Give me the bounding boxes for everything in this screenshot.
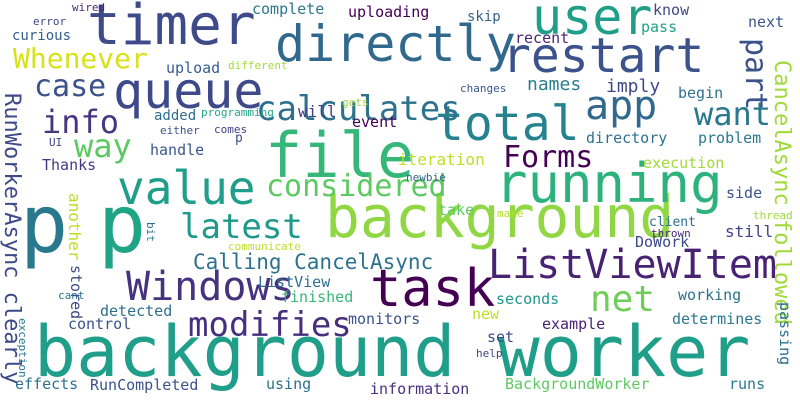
word-way: way [74, 127, 132, 165]
word-imply: imply [606, 76, 661, 97]
word-still: still [725, 222, 774, 241]
word-upload: upload [166, 59, 221, 77]
word-background-worker: background worker [34, 311, 751, 393]
word-event: event [352, 113, 398, 131]
word-runcompleted: RunCompleted [90, 376, 199, 394]
word-task: task [370, 259, 496, 319]
word-complete: complete [252, 0, 325, 18]
word-dowork: DoWork [635, 233, 690, 251]
word-newbie: newbie [406, 171, 446, 184]
word-want: want [694, 95, 772, 133]
word-listviewitem: ListViewItem [488, 242, 777, 288]
word-bit: bit [144, 222, 157, 242]
word-finished: finished [281, 288, 354, 306]
word-execution: execution [643, 154, 725, 172]
word-p-1: p [20, 178, 69, 271]
word-considered: considered [266, 169, 447, 204]
word-information: information [370, 380, 470, 398]
word-side: side [726, 184, 763, 202]
word-another: another [65, 193, 84, 261]
word-new: new [472, 305, 500, 323]
word-seconds: seconds [496, 290, 560, 308]
word-forms: Forms [503, 140, 594, 175]
word-user: user [532, 0, 653, 46]
word-part: part [738, 38, 773, 111]
word-listview: ListView [258, 273, 331, 291]
word-either: either [160, 124, 200, 137]
word-skip: skip [467, 9, 501, 25]
word-problem: problem [698, 129, 762, 147]
word-control: control [68, 315, 132, 333]
word-net: net [590, 279, 656, 320]
word-thread: thread [753, 209, 793, 222]
word-iteration: iteration [398, 150, 485, 169]
word-windows: Windows [126, 264, 295, 310]
word-runs: runs [729, 375, 766, 393]
word-different: different [228, 59, 288, 72]
word-names: names [527, 74, 582, 95]
word-backgroundworker: BackgroundWorker [505, 375, 650, 393]
word-gets: gets [342, 96, 369, 109]
word-file: file [265, 119, 415, 192]
word-runworkerasync-clearly: RunWorkerAsync clearly [0, 93, 24, 385]
word-effects: effects [15, 375, 79, 393]
word-total: total [435, 96, 580, 152]
word-know: know [653, 1, 690, 19]
word-cant: cant [58, 289, 85, 302]
word-queue: queue [113, 62, 264, 120]
word-take: take [438, 201, 475, 219]
word-handle: handle [150, 141, 205, 159]
word-working: working [678, 286, 742, 304]
word-passing: passing [776, 302, 794, 366]
word-added: added [154, 108, 197, 124]
word-cancelasync-followed: CancelAsync followed [769, 60, 794, 325]
word-next: next [748, 13, 785, 31]
word-begin: begin [678, 84, 724, 102]
word-programming: programming [201, 106, 274, 119]
word-timer: timer [87, 0, 256, 58]
word-ui: UI [49, 136, 63, 149]
word-changes: changes [460, 82, 507, 95]
word-calculates: calculates [256, 89, 461, 129]
word-curious: curious [12, 28, 72, 44]
word-detected: detected [100, 302, 173, 320]
word-client: client [649, 215, 696, 230]
word-help: help [476, 347, 503, 360]
word-comes: comes [214, 123, 248, 136]
word-stored: stored [67, 265, 85, 320]
word-example: example [542, 315, 606, 333]
word-pass: pass [641, 18, 678, 36]
word-make: make [497, 207, 524, 220]
word-thrown: thrown [651, 227, 691, 240]
word-will: will [298, 102, 337, 121]
word-latest: latest [180, 207, 303, 247]
word-uploading: uploading [348, 3, 430, 21]
word-case: case [34, 69, 107, 104]
word-info: info [42, 103, 120, 141]
word-using: using [266, 375, 312, 393]
word-communicate: communicate [228, 240, 301, 253]
word-background: background [325, 183, 675, 251]
word-app: app [585, 83, 658, 129]
word-running: running [495, 152, 723, 215]
word-p-2: p [98, 178, 147, 271]
word-wired: wired [72, 1, 106, 14]
word-modifies: modifies [188, 305, 352, 345]
word-recent: recent [515, 29, 570, 47]
word-whenever: Whenever [13, 42, 148, 75]
word-set: set [487, 328, 515, 346]
word-directory: directory [586, 129, 668, 147]
word-determines: determines [672, 310, 763, 328]
word-exception: exception [16, 318, 29, 378]
word-restart: restart [502, 28, 705, 84]
word-value: value [117, 161, 256, 215]
word-thanks: Thanks [42, 156, 97, 174]
word-error: error [33, 15, 67, 28]
word-calling-cancelasync: Calling CancelAsync [193, 250, 434, 274]
word-monitors: monitors [348, 310, 421, 328]
word-directly: directly [275, 15, 516, 73]
word-p-small: p [235, 131, 243, 146]
